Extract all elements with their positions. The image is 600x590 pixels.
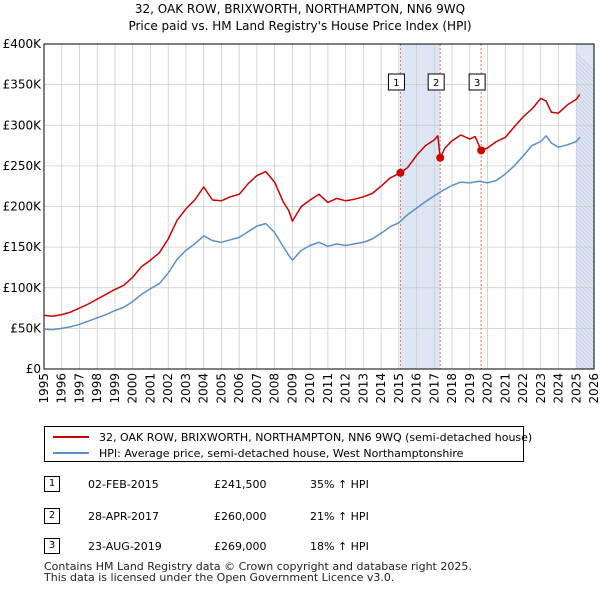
sale-row: 3 23-AUG-2019 £269,000 18% ↑ HPI	[44, 538, 524, 558]
x-tick-label: 2000	[126, 373, 140, 404]
sale-hpi-delta: 21% ↑ HPI	[310, 510, 369, 523]
y-tick-label: £250K	[3, 159, 43, 173]
hatch-line	[576, 304, 594, 324]
x-tick-label: 2006	[232, 373, 246, 404]
sale-hpi-delta: 18% ↑ HPI	[310, 540, 369, 553]
x-tick-label: 2016	[410, 373, 424, 404]
x-tick-label: 2009	[285, 373, 299, 404]
sale-row: 1 02-FEB-2015 £241,500 35% ↑ HPI	[44, 476, 524, 496]
x-tick-label: 2004	[197, 373, 211, 404]
x-tick-label: 2023	[534, 373, 548, 404]
x-tick-label: 2007	[250, 373, 264, 404]
x-tick-label: 2025	[569, 373, 583, 404]
sale-row: 2 28-APR-2017 £260,000 21% ↑ HPI	[44, 508, 524, 528]
x-tick-label: 2019	[463, 373, 477, 404]
sale-label: 1	[393, 78, 399, 89]
x-tick-label: 2018	[445, 373, 459, 404]
sale-price: £260,000	[214, 510, 267, 523]
hatch-line	[576, 88, 594, 108]
y-tick-label: £400K	[3, 37, 43, 51]
chart-title-line1: 32, OAK ROW, BRIXWORTH, NORTHAMPTON, NN6…	[135, 2, 465, 16]
hatch-line	[576, 80, 594, 100]
x-tick-label: 2011	[321, 373, 335, 404]
x-tick-label: 2014	[374, 373, 388, 404]
x-tick-label: 1995	[37, 373, 51, 404]
sale-hpi-delta: 35% ↑ HPI	[310, 478, 369, 491]
x-tick-label: 1996	[55, 373, 69, 404]
x-tick-label: 2002	[161, 373, 175, 404]
sale-number-badge: 3	[44, 538, 60, 554]
footer-licence: This data is licensed under the Open Gov…	[44, 571, 395, 584]
x-tick-label: 1997	[72, 373, 86, 404]
legend: 32, OAK ROW, BRIXWORTH, NORTHAMPTON, NN6…	[44, 426, 532, 462]
legend-swatch-property	[53, 436, 89, 438]
x-tick-label: 2026	[587, 373, 600, 404]
x-tick-label: 2017	[427, 373, 441, 404]
sale-label-box	[387, 73, 405, 91]
sale-label-box	[427, 73, 445, 91]
sale-point	[396, 168, 405, 177]
sale-number-badge: 2	[44, 508, 60, 524]
hatch-line	[576, 308, 594, 328]
hatch-line	[576, 92, 594, 112]
sale-number-badge: 1	[44, 476, 60, 492]
sale-date: 02-FEB-2015	[88, 478, 159, 491]
y-tick-label: £300K	[3, 118, 43, 132]
sale-point	[477, 146, 486, 155]
footer: Contains HM Land Registry data © Crown c…	[44, 561, 472, 583]
hatch-line	[576, 84, 594, 104]
sale-date: 28-APR-2017	[88, 510, 160, 523]
x-tick-label: 2015	[392, 373, 406, 404]
x-tick-label: 2022	[516, 373, 530, 404]
sale-date: 23-AUG-2019	[88, 540, 162, 553]
series-line-hpi	[43, 135, 581, 331]
y-tick-label: £0	[26, 362, 41, 376]
x-tick-label: 2024	[552, 373, 566, 404]
x-tick-label: 1998	[90, 373, 104, 404]
x-tick-label: 2005	[214, 373, 228, 404]
x-tick-label: 2008	[268, 373, 282, 404]
x-tick-label: 2013	[356, 373, 370, 404]
x-tick-label: 2010	[303, 373, 317, 404]
sale-price: £241,500	[214, 478, 267, 491]
chart-title-line2: Price paid vs. HM Land Registry's House …	[128, 19, 471, 33]
sale-point	[436, 153, 445, 162]
hatch-line	[576, 312, 594, 332]
sale-label: 2	[433, 78, 439, 89]
x-tick-label: 2012	[339, 373, 353, 404]
footer-copyright: Contains HM Land Registry data © Crown c…	[44, 560, 472, 573]
legend-label-property: 32, OAK ROW, BRIXWORTH, NORTHAMPTON, NN6…	[99, 430, 533, 444]
y-tick-label: £100K	[3, 281, 43, 295]
y-tick-label: £50K	[10, 321, 42, 335]
x-tick-label: 2001	[143, 373, 157, 404]
x-tick-label: 2003	[179, 373, 193, 404]
y-tick-label: £200K	[3, 200, 43, 214]
legend-swatch-hpi	[53, 452, 89, 454]
x-tick-label: 2021	[498, 373, 512, 404]
y-tick-label: £150K	[3, 240, 43, 254]
y-tick-label: £350K	[3, 78, 43, 92]
sale-label: 3	[474, 78, 480, 89]
x-tick-label: 2020	[481, 373, 495, 404]
legend-label-hpi: HPI: Average price, semi-detached house,…	[99, 446, 464, 460]
sale-price: £269,000	[214, 540, 267, 553]
legend-item-hpi: HPI: Average price, semi-detached house,…	[53, 445, 463, 461]
hatch-line	[576, 300, 594, 320]
price-chart: 32, OAK ROW, BRIXWORTH, NORTHAMPTON, NN6…	[3, 2, 600, 404]
sale-label-box	[468, 73, 486, 91]
x-tick-label: 1999	[108, 373, 122, 404]
plot-frame	[43, 43, 595, 370]
series-line-property	[43, 93, 581, 317]
legend-item-property: 32, OAK ROW, BRIXWORTH, NORTHAMPTON, NN6…	[53, 429, 532, 445]
